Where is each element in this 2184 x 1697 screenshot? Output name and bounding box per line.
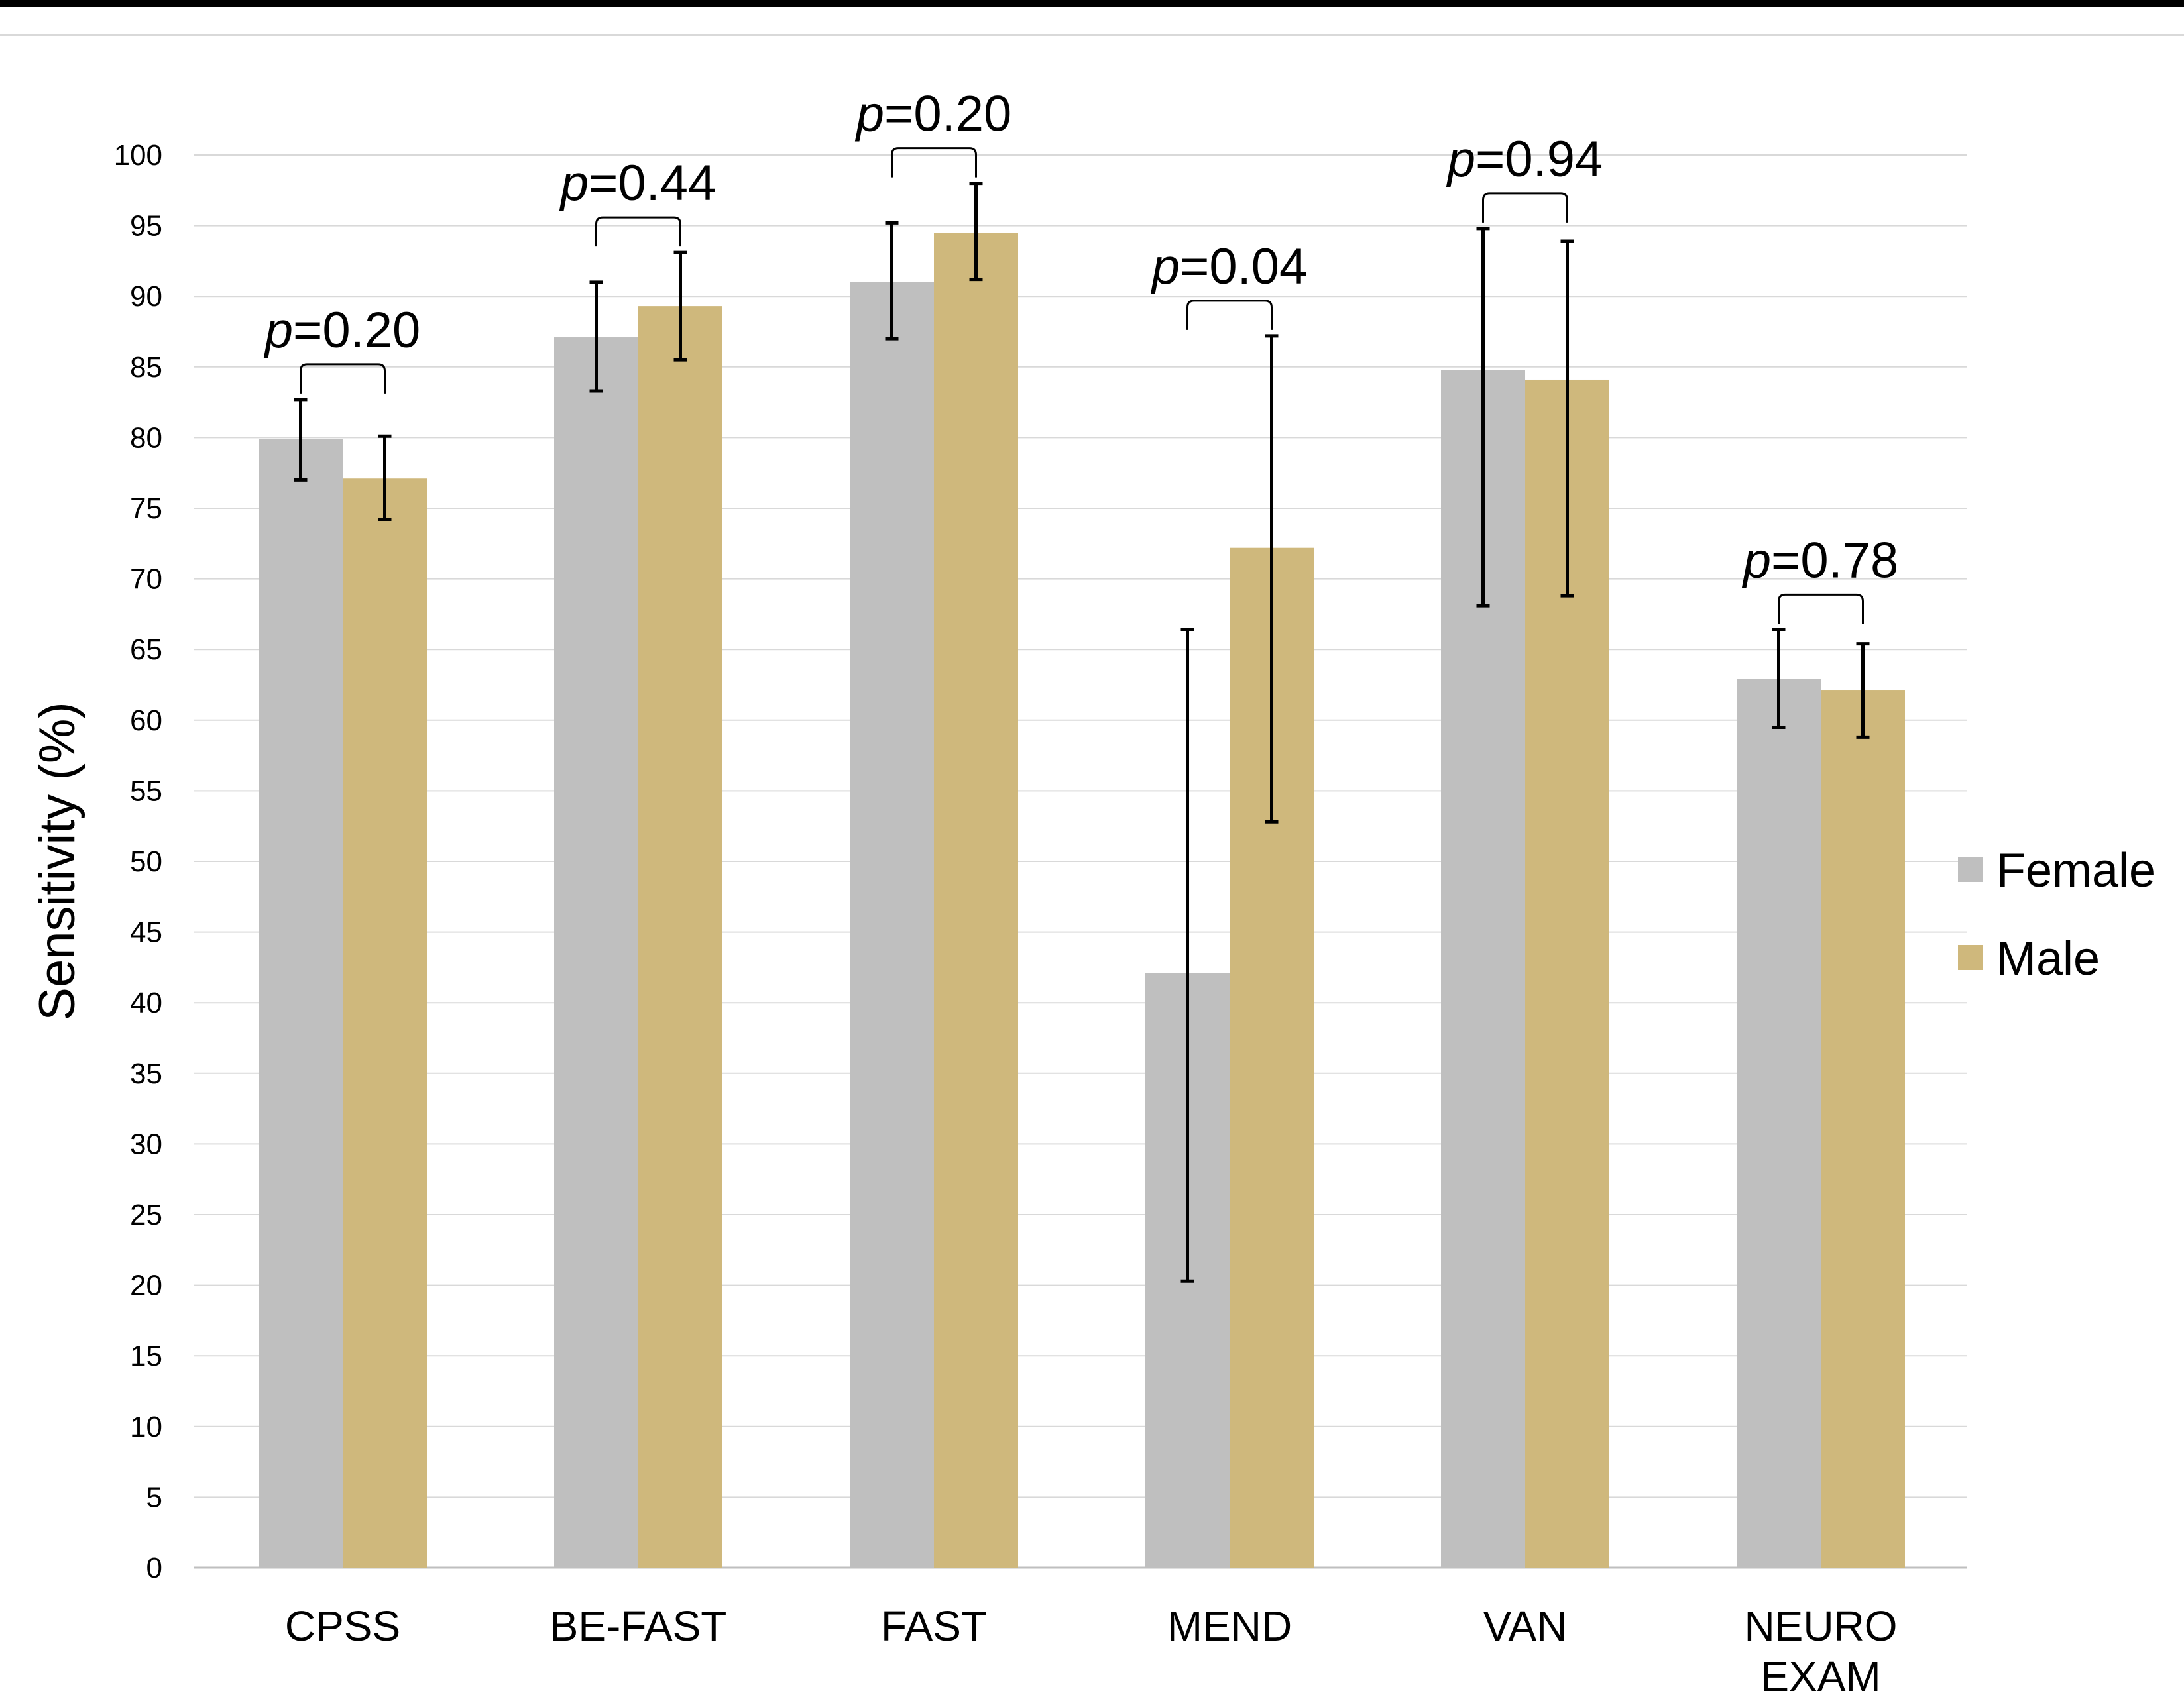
y-tick-label: 25 [130, 1199, 162, 1231]
y-axis-title: Sensitivity (%) [29, 702, 86, 1020]
legend-label: Female [1996, 844, 2155, 897]
y-tick-label: 70 [130, 563, 162, 596]
p-value-bracket [300, 363, 386, 394]
y-tick-label: 90 [130, 280, 162, 313]
bar-female [554, 337, 638, 1568]
p-value-symbol: p [264, 302, 293, 358]
p-value-symbol: p [1742, 532, 1771, 588]
y-axis-ticks: 0 5 10 15 20 25 30 35 40 45 50 55 60 65 70 75 80 85 90 95 10… [114, 139, 162, 1584]
legend-swatch-female [1958, 857, 1983, 882]
p-value-number: =0.04 [1180, 239, 1307, 295]
p-value-number: =0.20 [884, 86, 1011, 142]
y-tick-label: 95 [130, 210, 162, 243]
x-category-label: EXAM [1760, 1653, 1880, 1697]
p-value-number: =0.44 [589, 155, 716, 211]
x-category-label: MEND [1167, 1602, 1292, 1650]
p-value-label: p=0.20 [855, 86, 1012, 142]
p-value-brackets: p=0.20p=0.44p=0.20p=0.04p=0.94p=0.78 [264, 86, 1899, 624]
p-value-bracket [1482, 192, 1568, 223]
bar-female [850, 282, 934, 1568]
p-value-label: p=0.20 [264, 302, 421, 358]
legend-label: Male [1996, 932, 2100, 985]
gridlines [194, 154, 1967, 1569]
p-value-number: =0.20 [293, 302, 420, 358]
y-tick-label: 55 [130, 775, 162, 807]
y-tick-label: 60 [130, 704, 162, 737]
p-value-bracket [891, 147, 977, 178]
p-value-label: p=0.94 [1446, 131, 1603, 188]
legend-swatch-male [1958, 945, 1983, 970]
bar-female [1737, 679, 1821, 1568]
x-category-label: CPSS [285, 1602, 400, 1650]
y-tick-label: 20 [130, 1270, 162, 1302]
p-value-number: =0.78 [1771, 532, 1898, 588]
bar-male [638, 306, 722, 1568]
y-tick-label: 40 [130, 987, 162, 1019]
y-tick-label: 75 [130, 492, 162, 525]
p-value-symbol: p [1446, 131, 1475, 188]
y-tick-label: 50 [130, 846, 162, 878]
x-category-label: VAN [1483, 1602, 1568, 1650]
y-tick-label: 45 [130, 916, 162, 949]
bar-male [934, 233, 1018, 1568]
y-tick-label: 10 [130, 1411, 162, 1443]
p-value-symbol: p [1151, 239, 1180, 295]
y-tick-label: 100 [114, 139, 162, 172]
y-tick-label: 5 [146, 1481, 162, 1513]
x-category-label: BE-FAST [550, 1602, 727, 1650]
legend: Female Male [1958, 844, 2155, 985]
x-category-label: NEURO [1744, 1602, 1897, 1650]
y-tick-label: 80 [130, 421, 162, 454]
y-tick-label: 0 [146, 1552, 162, 1584]
bar-female [259, 439, 343, 1568]
y-tick-label: 15 [130, 1340, 162, 1372]
p-value-symbol: p [855, 86, 884, 142]
bar-male [343, 478, 427, 1568]
p-value-number: =0.94 [1475, 131, 1603, 188]
error-bars [294, 182, 1870, 1283]
p-value-label: p=0.44 [559, 155, 717, 211]
p-value-bracket [595, 216, 681, 247]
bar-male [1821, 690, 1905, 1568]
p-value-label: p=0.04 [1151, 239, 1308, 295]
top-border-bar [0, 0, 2184, 7]
y-tick-label: 65 [130, 633, 162, 666]
p-value-symbol: p [559, 155, 589, 211]
x-category-label: FAST [881, 1602, 987, 1650]
p-value-bracket [1778, 593, 1864, 624]
y-tick-label: 35 [130, 1058, 162, 1090]
p-value-bracket [1186, 300, 1273, 330]
y-tick-label: 85 [130, 351, 162, 384]
y-tick-label: 30 [130, 1128, 162, 1160]
p-value-label: p=0.78 [1742, 532, 1899, 588]
